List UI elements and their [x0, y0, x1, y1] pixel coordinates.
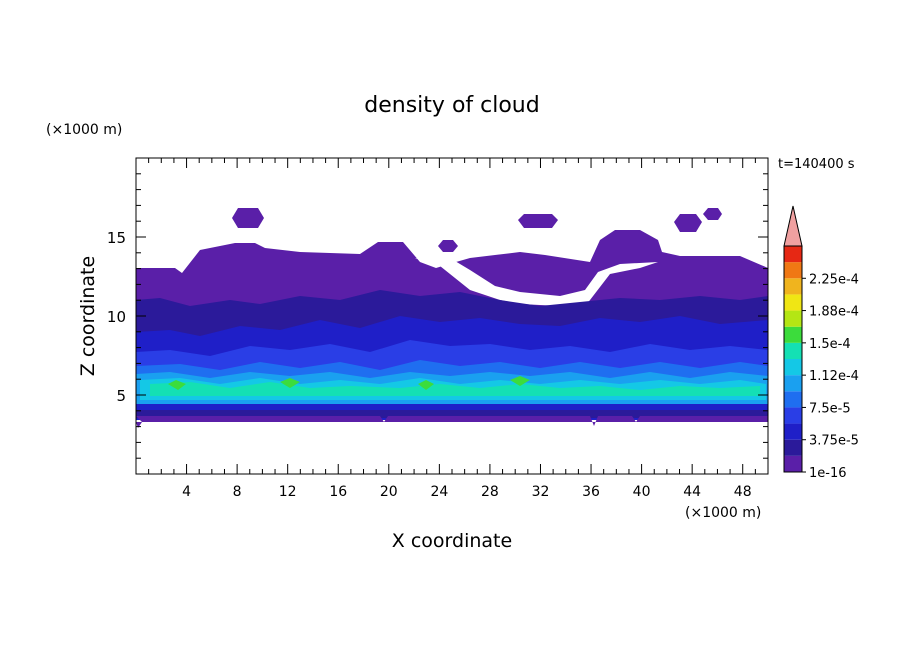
x-tick-label: 24: [430, 484, 448, 500]
colorbar-swatch: [784, 439, 802, 456]
x-tick-label: 16: [329, 484, 347, 500]
y-unit-label: (×1000 m): [46, 122, 122, 138]
x-tick-label: 12: [279, 484, 297, 500]
x-tick-label: 48: [734, 484, 752, 500]
colorbar-swatch: [784, 262, 802, 279]
contour-cell: [232, 208, 264, 228]
colorbar-label: 7.5e-5: [809, 401, 851, 416]
colorbar-label: 3.75e-5: [809, 434, 859, 449]
colorbar-extend-arrow: [783, 205, 803, 247]
y-axis-label: Z coordinate: [77, 256, 99, 376]
x-unit-label: (×1000 m): [685, 505, 761, 521]
x-tick-label: 40: [633, 484, 651, 500]
colorbar-swatch: [784, 326, 802, 343]
colorbar-swatch: [784, 423, 802, 440]
contour-cell: [438, 240, 458, 252]
contour-cell: [703, 208, 722, 220]
colorbar-swatch: [784, 455, 802, 472]
time-label: t=140400 s: [778, 157, 855, 172]
contour-field: [136, 208, 768, 428]
colorbar-swatch: [784, 359, 802, 376]
contour-peak: [168, 380, 186, 390]
colorbar-swatch: [784, 294, 802, 311]
colorbar-label: 1.5e-4: [809, 337, 851, 352]
colorbar-swatch: [784, 375, 802, 392]
contour-base-3: [136, 416, 768, 428]
x-tick-label: 20: [380, 484, 398, 500]
x-tick-label: 36: [582, 484, 600, 500]
contour-core-3: [150, 382, 760, 396]
y-axis-ticks: 5 10 15: [107, 173, 768, 459]
x-tick-label: 44: [683, 484, 701, 500]
colorbar-label: 1.88e-4: [809, 305, 859, 320]
y-tick-label: 10: [107, 308, 126, 326]
colorbar-swatch: [784, 278, 802, 295]
colorbar: 1e-16 3.75e-5 7.5e-5 1.12e-4 1.5e-4 1.88e-4 2.…: [783, 205, 859, 481]
colorbar-swatch: [784, 310, 802, 327]
contour-gap: [415, 258, 658, 312]
contour-peak: [280, 378, 300, 388]
x-tick-label: 4: [182, 484, 191, 500]
colorbar-label: 1.12e-4: [809, 369, 859, 384]
y-tick-label: 15: [107, 229, 126, 247]
colorbar-label: 1e-16: [809, 466, 847, 481]
colorbar-swatch: [784, 407, 802, 424]
colorbar-swatch: [784, 342, 802, 359]
x-tick-label: 28: [481, 484, 499, 500]
contour-cell: [518, 214, 558, 228]
contour-cell: [674, 214, 702, 232]
contour-peak: [510, 376, 530, 386]
x-axis-ticks: 4 8 12 16 20 24 28 32 36 40 44 48: [148, 158, 756, 500]
colorbar-frame: [783, 245, 803, 473]
contour-peak: [418, 380, 434, 390]
x-axis-label: X coordinate: [392, 530, 512, 552]
colorbar-swatch: [784, 246, 802, 263]
chart-title: density of cloud: [364, 93, 539, 118]
x-tick-label: 8: [233, 484, 242, 500]
colorbar-label: 2.25e-4: [809, 272, 859, 287]
colorbar-swatch: [784, 391, 802, 408]
y-tick-label: 5: [116, 387, 126, 405]
x-tick-label: 32: [532, 484, 550, 500]
